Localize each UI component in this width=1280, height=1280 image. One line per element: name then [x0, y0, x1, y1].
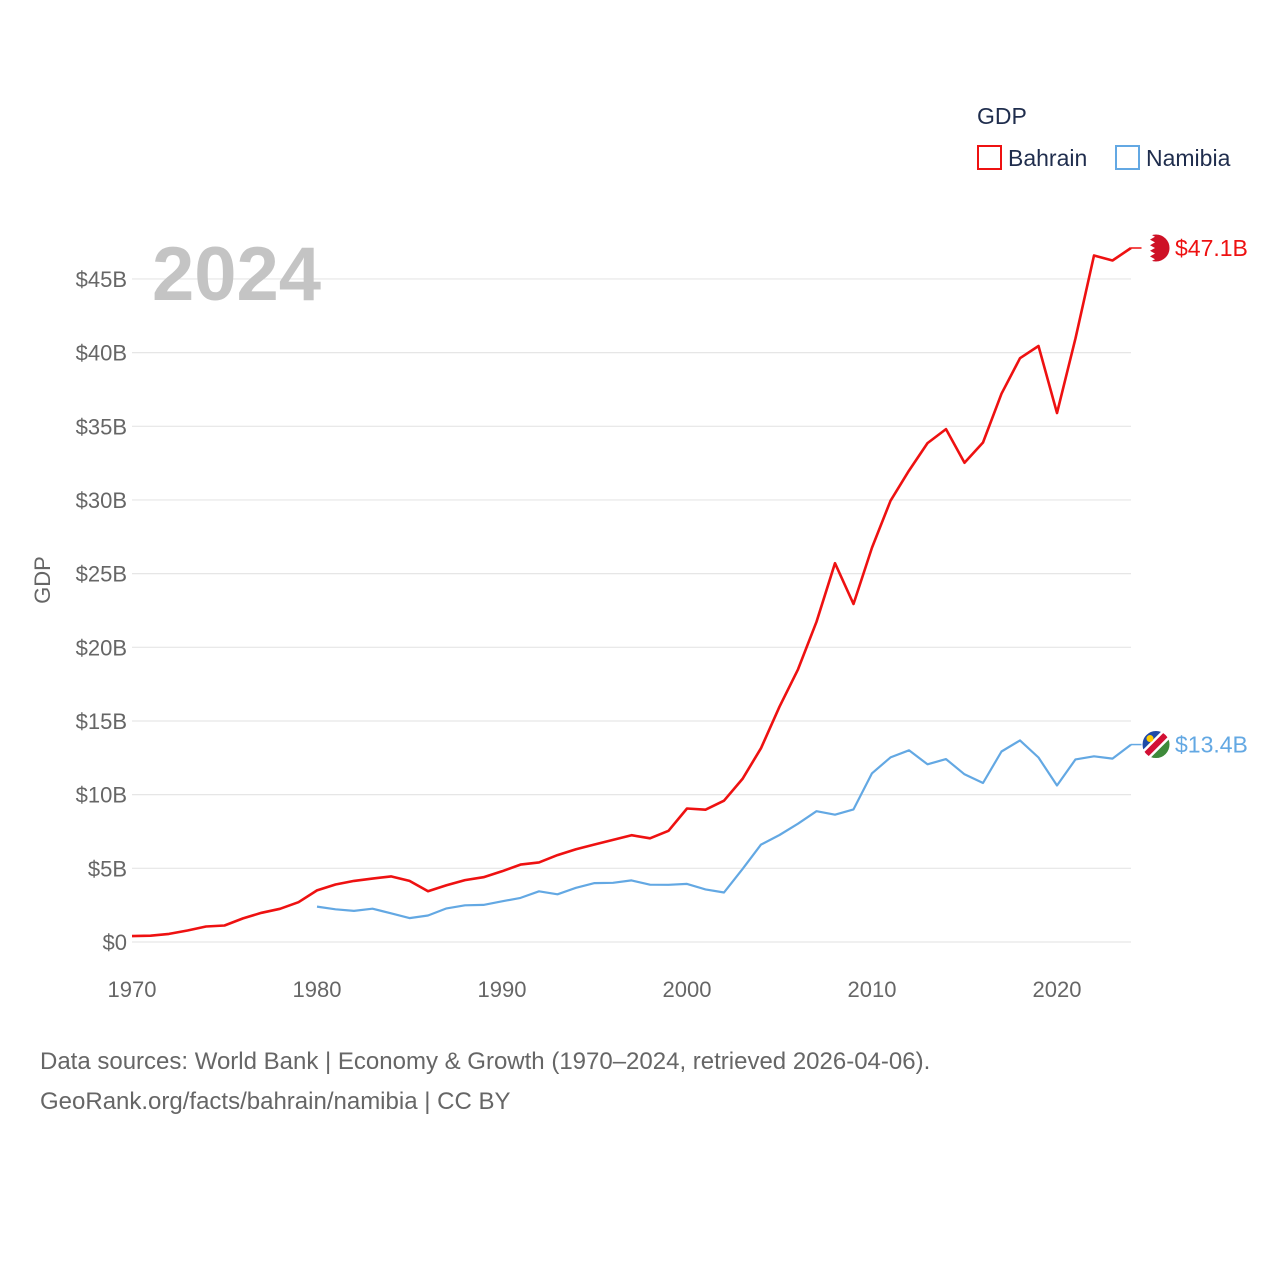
y-tick-label: $30B [76, 488, 127, 513]
x-tick-label: 2010 [848, 977, 897, 1002]
y-axis-title: GDP [30, 556, 55, 604]
y-tick-label: $25B [76, 562, 127, 587]
series-lines [131, 246, 1132, 938]
legend-swatch-bahrain [977, 145, 1002, 170]
y-tick-label: $5B [88, 856, 127, 881]
x-axis-ticks: 1970 1980 1990 2000 2010 2020 [108, 977, 1082, 1002]
y-tick-label: $45B [76, 267, 127, 292]
y-tick-label: $0 [103, 930, 127, 955]
end-value-label-bahrain: $47.1B [1175, 235, 1248, 261]
legend-label-namibia: Namibia [1146, 145, 1231, 171]
namibia-flag-icon [1141, 730, 1171, 760]
end-value-label-namibia: $13.4B [1175, 732, 1248, 758]
legend-item-namibia[interactable]: Namibia [1115, 145, 1231, 171]
legend: GDP Bahrain Namibia [977, 103, 1231, 171]
legend-label-bahrain: Bahrain [1008, 145, 1087, 171]
x-tick-label: 1970 [108, 977, 157, 1002]
series-end-markers: $47.1B $13.4B [1131, 233, 1248, 760]
source-note: Data sources: World Bank | Economy & Gro… [40, 1042, 1240, 1122]
source-line-2: GeoRank.org/facts/bahrain/namibia | CC B… [40, 1088, 511, 1115]
gridlines [132, 278, 1131, 943]
series-line-namibia [316, 739, 1132, 920]
x-tick-label: 2000 [663, 977, 712, 1002]
legend-item-bahrain[interactable]: Bahrain [977, 145, 1087, 171]
x-tick-label: 1980 [293, 977, 342, 1002]
y-tick-label: $10B [76, 783, 127, 808]
x-tick-label: 1990 [478, 977, 527, 1002]
legend-title: GDP [977, 103, 1027, 129]
y-axis-ticks: $0 $5B $10B $15B $20B $25B $30B $35B $40B $45B [76, 267, 127, 955]
source-line-1: Data sources: World Bank | Economy & Gro… [40, 1048, 931, 1075]
bahrain-flag-icon [1141, 233, 1171, 263]
y-tick-label: $40B [76, 341, 127, 366]
current-year-label: 2024 [152, 232, 321, 317]
y-tick-label: $20B [76, 635, 127, 660]
x-tick-label: 2020 [1033, 977, 1082, 1002]
y-tick-label: $15B [76, 709, 127, 734]
series-line-bahrain [131, 246, 1132, 938]
legend-swatch-namibia [1115, 145, 1140, 170]
y-tick-label: $35B [76, 414, 127, 439]
